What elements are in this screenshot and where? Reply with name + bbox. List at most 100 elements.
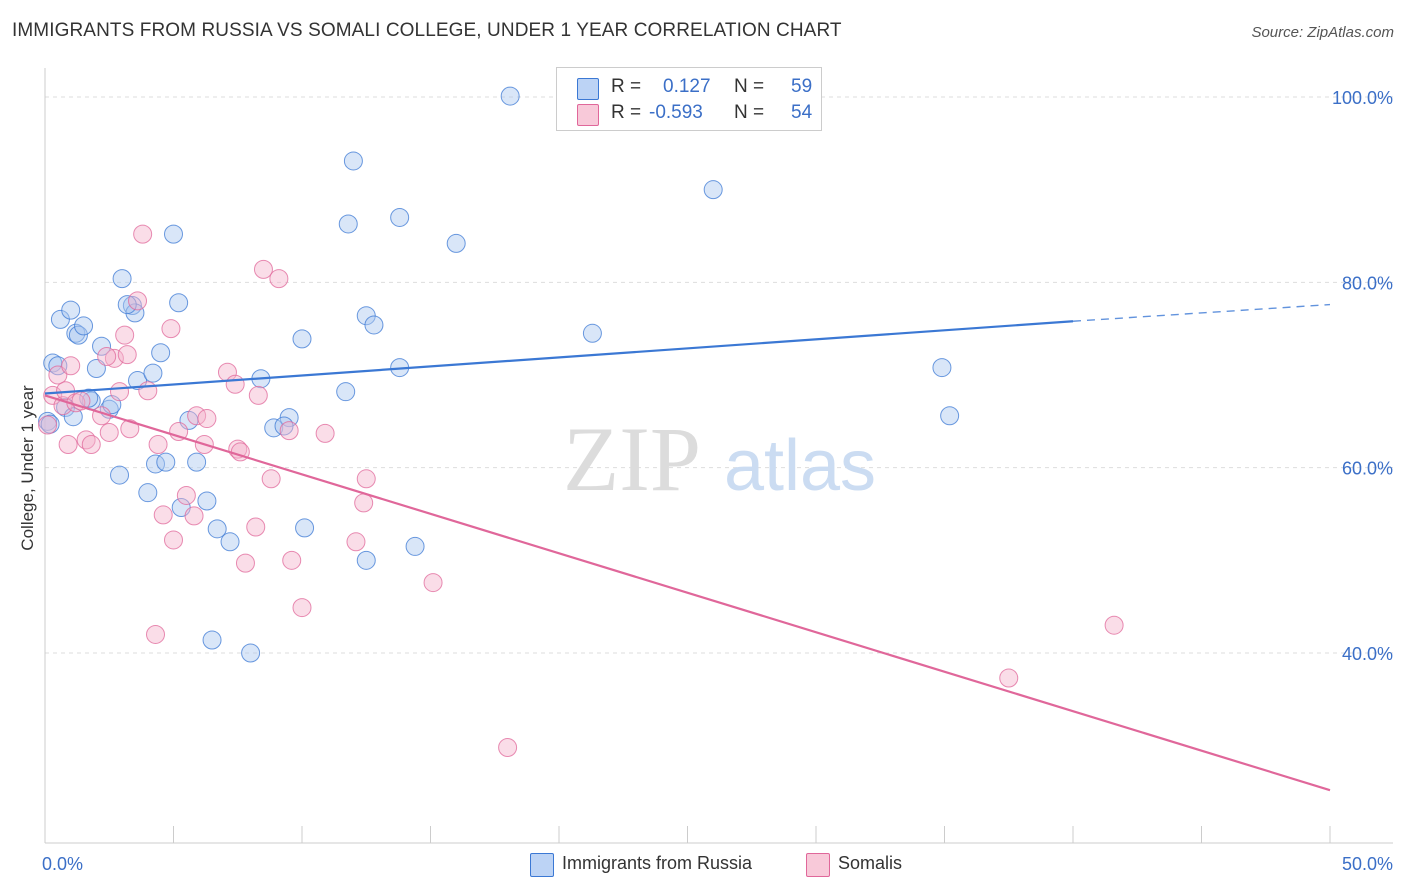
legend-r-value: -0.593 [649,102,703,123]
point-somalis [110,382,130,402]
point-russia [405,536,425,556]
point-somalis [104,348,124,368]
bottom-legend-swatch-russia [530,853,554,877]
axes [44,68,1393,844]
point-somalis [235,553,255,573]
bottom-legend-swatch-somalis [806,853,830,877]
legend-n-label: N = [734,102,765,123]
point-russia [343,151,363,171]
point-somalis [248,385,268,405]
point-somalis [279,421,299,441]
stats-legend: R = 0.127 N = 59 R = -0.593 N = 54 [556,67,822,131]
trend-lines [44,303,1331,792]
point-russia [197,491,217,511]
point-russia [582,323,602,343]
point-russia [292,329,312,349]
point-somalis [115,325,135,345]
trend-line-somalis [44,394,1331,792]
point-russia [164,224,183,244]
point-somalis [97,346,117,366]
point-somalis [48,365,68,385]
point-somalis [164,530,183,550]
point-russia [169,293,189,313]
point-somalis [197,409,217,429]
point-somalis [176,485,196,505]
point-somalis [99,422,119,442]
point-somalis [354,493,374,513]
chart-title: IMMIGRANTS FROM RUSSIA VS SOMALI COLLEGE… [12,20,842,41]
y-tick-label: 40.0% [1342,644,1393,664]
point-russia [336,382,356,402]
point-somalis [246,517,266,537]
y-tick-label: 80.0% [1342,273,1393,293]
trend-line-russia [44,320,1074,395]
point-russia [295,518,315,538]
point-somalis [999,668,1019,688]
point-russia [79,388,99,408]
legend-r-value: 0.127 [663,76,711,97]
chart-source: Source: ZipAtlas.com [1251,24,1394,41]
legend-n-value: 59 [791,76,813,97]
point-somalis [292,598,312,618]
point-somalis [61,356,81,376]
legend-n-label: N = [734,76,765,97]
tick-labels: 100.0% 80.0% 60.0% 40.0% 0.0% 50.0% [42,88,1393,874]
point-somalis [315,423,335,443]
point-somalis [356,469,376,489]
point-russia [66,323,86,343]
bottom-legend-label-russia: Immigrants from Russia [562,853,753,873]
point-russia [446,233,466,253]
legend-r-label: R = [611,76,642,97]
bottom-legend-label-somalis: Somalis [838,853,903,873]
watermark: ZIP atlas [563,408,876,510]
point-somalis [423,573,443,593]
watermark-atlas: atlas [724,426,876,506]
point-russia [128,371,148,391]
point-russia [68,325,88,345]
point-russia [356,550,376,570]
point-russia [500,86,520,106]
point-somalis [184,506,204,526]
x-tick-label: 50.0% [1342,854,1393,874]
point-russia [86,359,106,379]
point-russia [241,643,261,663]
point-somalis [146,624,166,644]
legend-r-label: R = [611,102,642,123]
point-somalis [153,505,173,525]
data-points [38,86,1124,758]
point-somalis [133,224,153,244]
point-somalis [269,269,289,289]
point-russia [151,343,171,363]
point-somalis [225,374,245,394]
point-russia [364,315,384,335]
trend-line-russia-extension [1072,303,1331,322]
point-russia [112,269,132,289]
point-somalis [138,381,158,401]
point-russia [110,465,130,485]
point-russia [187,452,207,472]
point-russia [143,363,163,383]
point-russia [338,214,358,234]
point-somalis [38,415,58,435]
point-russia [940,406,960,426]
legend-swatch-russia [577,78,599,100]
point-russia [202,630,222,650]
point-somalis [117,345,137,365]
point-russia [220,532,240,552]
point-russia [703,180,723,200]
x-tick-label: 0.0% [42,854,83,874]
point-somalis [128,291,148,311]
point-somalis [346,532,366,552]
point-somalis [1104,615,1124,635]
watermark-zip: ZIP [563,408,701,510]
legend-swatch-somalis [577,104,599,126]
y-tick-label: 60.0% [1342,459,1393,479]
point-somalis [81,435,101,454]
point-russia [207,519,227,539]
point-somalis [253,259,273,279]
point-somalis [58,435,78,454]
point-russia [138,483,158,503]
point-somalis [261,469,281,489]
point-somalis [161,319,181,339]
